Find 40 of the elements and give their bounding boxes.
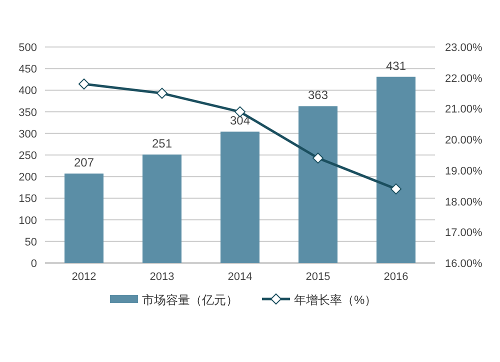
y-tick-label: 500 [18, 42, 37, 54]
bar [220, 132, 260, 263]
data-label: 304 [230, 114, 250, 128]
y2-tick-label: 23.00% [445, 42, 483, 54]
x-tick-label: 2014 [228, 271, 252, 283]
point [312, 152, 324, 164]
y-tick-label: 150 [18, 193, 37, 206]
legend-label: 年增长率（%） [294, 293, 377, 307]
y-tick-label: 300 [18, 128, 37, 140]
bar [142, 154, 182, 263]
y2-tick-label: 16.00% [445, 258, 483, 270]
data-label: 207 [74, 156, 94, 170]
y-tick-label: 400 [18, 85, 37, 98]
data-label: 251 [152, 136, 172, 151]
y-tick-label: 350 [18, 106, 37, 119]
y2-tick-label: 17.00% [445, 227, 483, 240]
point [156, 88, 168, 99]
data-label: 363 [308, 88, 328, 102]
y-tick-label: 250 [18, 150, 37, 162]
bar [64, 174, 104, 263]
y2-tick-label: 18.00% [445, 196, 483, 208]
data-label: 431 [386, 58, 406, 73]
x-tick-label: 2015 [306, 271, 330, 283]
x-tick-label: 2012 [72, 271, 96, 283]
y-tick-label: 0 [30, 258, 37, 270]
y-tick-label: 450 [18, 64, 37, 76]
bar [376, 76, 416, 263]
point [78, 78, 90, 90]
y-tick-label: 100 [18, 214, 37, 227]
y2-tick-label: 19.00% [445, 165, 483, 178]
y-tick-label: 200 [18, 172, 37, 184]
bar [298, 106, 338, 263]
y-tick-label: 50 [24, 236, 37, 248]
x-tick-label: 2013 [150, 271, 174, 283]
y2-tick-label: 20.00% [445, 134, 483, 147]
y2-tick-label: 21.00% [445, 104, 483, 116]
point [390, 183, 402, 194]
legend-label: 市场容量（亿元） [142, 293, 238, 307]
y2-tick-label: 22.00% [445, 72, 483, 85]
x-tick-label: 2016 [384, 271, 408, 283]
